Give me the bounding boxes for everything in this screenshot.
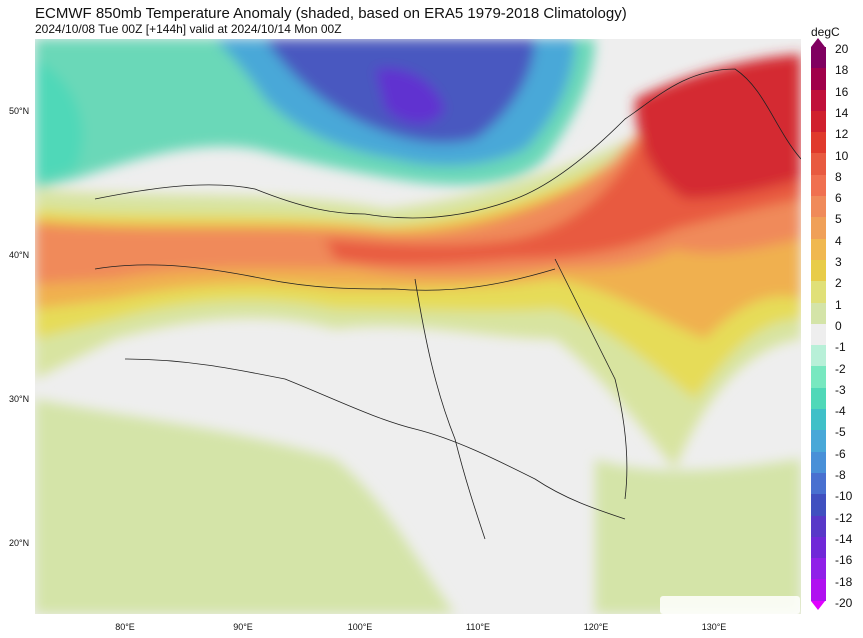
colorbar-swatch <box>811 366 826 388</box>
colorbar-swatch <box>811 451 826 473</box>
lon-label-100: 100°E <box>347 622 373 632</box>
colorbar-swatch <box>811 536 826 559</box>
colorbar-swatch <box>811 430 826 452</box>
lat-label-20: 20°N <box>9 538 30 548</box>
colorbar-swatch <box>811 281 826 303</box>
colorbar-tick-label: -16 <box>835 553 853 568</box>
colorbar-tick-label: -1 <box>835 340 846 355</box>
colorbar-tick-label: 0 <box>835 318 842 333</box>
lon-label-110: 110°E <box>466 622 490 632</box>
colorbar-tick-label: -20 <box>835 595 853 610</box>
watermark-overlay <box>660 596 800 614</box>
map-canvas <box>35 39 801 614</box>
colorbar-unit: degC <box>811 25 840 39</box>
colorbar-tick-label: -6 <box>835 446 846 461</box>
colorbar <box>811 47 826 601</box>
colorbar-tick-label: 6 <box>835 191 842 206</box>
colorbar-tick-label: 20 <box>835 42 849 56</box>
lat-label-50: 50°N <box>9 106 30 116</box>
colorbar-swatch <box>811 259 826 282</box>
lon-label-90: 90°E <box>233 622 253 632</box>
colorbar-tick-label: -10 <box>835 489 853 504</box>
colorbar-tick-label: 5 <box>835 212 842 227</box>
boundary-lines <box>94 68 801 540</box>
colorbar-swatch <box>811 579 826 601</box>
colorbar-tick-label: 2 <box>835 276 842 291</box>
colorbar-swatch <box>811 323 826 346</box>
colorbar-tick-label: -2 <box>835 361 846 376</box>
colorbar-tick-label: -12 <box>835 510 853 525</box>
colorbar-tick-label: -18 <box>835 574 853 589</box>
lon-label-130: 130°E <box>701 622 727 632</box>
lon-label-80: 80°E <box>115 622 135 632</box>
colorbar-tick-label: -4 <box>835 404 846 419</box>
colorbar-swatch <box>811 472 826 495</box>
colorbar-swatch <box>811 409 826 431</box>
colorbar-tick-label: 3 <box>835 255 842 269</box>
colorbar-swatch <box>811 345 826 367</box>
colorbar-swatch <box>811 515 826 537</box>
anomaly-map <box>35 39 801 614</box>
colorbar-swatch <box>811 196 826 218</box>
colorbar-tick-label: -3 <box>835 382 846 397</box>
lat-label-40: 40°N <box>9 250 30 260</box>
colorbar-swatch <box>811 153 826 175</box>
colorbar-swatch <box>811 47 826 69</box>
colorbar-tick-label: 12 <box>835 127 849 142</box>
colorbar-swatch <box>811 89 826 111</box>
colorbar-tick-label: 16 <box>835 84 849 99</box>
colorbar-tick-label: 8 <box>835 169 842 184</box>
colorbar-swatch <box>811 174 826 197</box>
colorbar-top-arrow <box>811 38 825 47</box>
lat-label-30: 30°N <box>9 394 30 404</box>
colorbar-tick-label: 10 <box>835 148 849 163</box>
colorbar-swatch <box>811 558 826 580</box>
colorbar-tick-label: 18 <box>835 63 849 78</box>
colorbar-swatch <box>811 387 826 410</box>
colorbar-swatch <box>811 238 826 260</box>
colorbar-tick-label: -8 <box>835 468 846 482</box>
chart-subtitle: 2024/10/08 Tue 00Z [+144h] valid at 2024… <box>35 22 342 36</box>
colorbar-tick-label: 1 <box>835 297 842 312</box>
colorbar-swatch <box>811 494 826 516</box>
colorbar-swatch <box>811 110 826 133</box>
chart-title: ECMWF 850mb Temperature Anomaly (shaded,… <box>35 5 627 22</box>
colorbar-tick-label: 4 <box>835 233 842 248</box>
colorbar-tick-label: 14 <box>835 105 849 120</box>
colorbar-swatch <box>811 132 826 154</box>
colorbar-swatch <box>811 302 826 324</box>
lon-label-120: 120°E <box>583 622 609 632</box>
colorbar-swatch <box>811 68 826 90</box>
colorbar-bottom-arrow <box>811 601 825 610</box>
colorbar-tick-label: -5 <box>835 425 846 440</box>
colorbar-tick-label: -14 <box>835 531 853 546</box>
colorbar-swatch <box>811 217 826 239</box>
